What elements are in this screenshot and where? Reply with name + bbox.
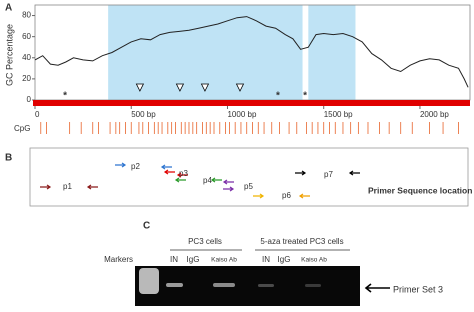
row-label: CpG [14, 124, 30, 133]
x-tick-label: 2000 bp [420, 110, 449, 119]
y-tick-label: 40 [22, 53, 31, 62]
primer-arrows [40, 162, 360, 199]
primer-label: p5 [244, 182, 253, 191]
y-tick-label: 20 [22, 74, 31, 83]
panel-label: B [5, 153, 12, 164]
primer-label: p7 [324, 170, 333, 179]
triangle [175, 83, 185, 92]
x-tick-label: 0 [35, 110, 40, 119]
sequence-bar [33, 100, 470, 106]
group-label: 5-aza treated PC3 cells [260, 237, 343, 246]
lane-label: IgG [187, 255, 200, 264]
caption: Primer Sequence location [368, 185, 472, 195]
primer-label: p4 [203, 176, 212, 185]
gc-line [34, 16, 469, 88]
y-tick-label: 0 [27, 95, 32, 104]
triangle [135, 83, 145, 92]
gel-band [258, 284, 274, 287]
gel-band [166, 283, 183, 287]
lane-label: Markers [104, 255, 133, 264]
panel-label: A [5, 3, 12, 14]
band-arrow [364, 283, 390, 293]
gel-band [213, 283, 235, 287]
lane-label: IgG [278, 255, 291, 264]
primer-label: p3 [179, 169, 188, 178]
gel-band [305, 284, 321, 287]
triangle [235, 83, 245, 92]
x-tick-label: 1500 bp [324, 110, 353, 119]
panel-label: C [143, 221, 150, 232]
y-axis-label: GC Percentage [4, 24, 14, 86]
cpg-island [308, 5, 356, 100]
y-tick-label: 60 [22, 32, 31, 41]
panel-box [29, 147, 469, 207]
triangle [200, 83, 210, 92]
y-tick-label: 80 [22, 11, 31, 20]
x-tick-label: 500 bp [131, 110, 156, 119]
lane-label: Kaiso Ab [211, 257, 237, 264]
x-tick-label: 1000 bp [227, 110, 256, 119]
lane-label: IN [262, 255, 270, 264]
group-label: PC3 cells [188, 237, 222, 246]
lane-label: IN [170, 255, 178, 264]
arrow-label: Primer Set 3 [393, 284, 443, 294]
asterisk: * [276, 91, 280, 102]
asterisk: * [63, 91, 67, 102]
primer-label: p6 [282, 191, 291, 200]
asterisk: * [303, 91, 307, 102]
lane-label: Kaiso Ab [301, 257, 327, 264]
primer-label: p1 [63, 182, 72, 191]
primer-label: p2 [131, 162, 140, 171]
marker-smear [139, 268, 159, 294]
